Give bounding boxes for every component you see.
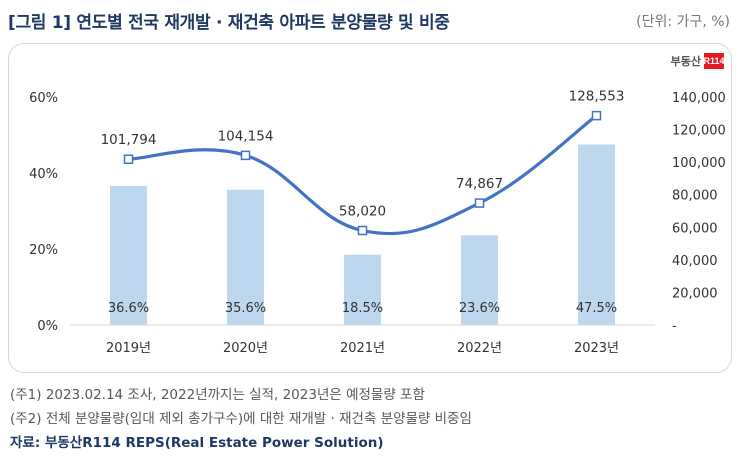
left-axis: 0% 20% 40% 60% [29,91,58,334]
line-marker [591,110,602,121]
logo-text: 부동산 [670,55,701,68]
line-marker [357,225,368,236]
x-tick-label: 2019년 [106,341,151,356]
line-label: 104,154 [218,128,274,144]
right-tick-label: 80,000 [672,189,718,204]
right-tick-label: 100,000 [672,156,726,171]
bar-label: 36.6% [108,301,149,316]
right-tick-label: 20,000 [672,286,718,301]
brand-logo: 부동산 R114 [670,53,725,69]
chart-title: [그림 1] 연도별 전국 재개발 · 재건축 아파트 분양물량 및 비중 [8,13,450,33]
line-label: 58,020 [339,204,386,220]
x-axis: 2019년 2020년 2021년 2022년 2023년 [106,341,619,356]
left-tick-label: 40% [29,167,58,182]
bar [461,235,498,325]
x-tick-label: 2020년 [223,341,268,356]
left-tick-label: 60% [29,91,58,106]
x-tick-label: 2021년 [340,341,385,356]
right-tick-label: 40,000 [672,254,718,269]
line-marker [474,198,485,208]
combo-chart: 0% 20% 40% 60% - 20,000 40,000 60,000 80,000 100… [29,89,726,356]
right-tick-label: 120,000 [672,124,726,139]
bar-label: 47.5% [576,301,617,316]
bar-series [110,144,615,325]
source-line: 자료: 부동산R114 REPS(Real Estate Power Solut… [10,435,384,451]
x-tick-label: 2022년 [457,341,502,356]
bar-label: 35.6% [225,301,266,316]
bar-labels: 36.6% 35.6% 18.5% 23.6% 47.5% [108,301,617,316]
right-tick-label: 140,000 [672,91,726,106]
left-tick-label: 0% [37,319,58,334]
line-markers [123,110,602,236]
footnotes: (주1) 2023.02.14 조사, 2022년까지는 실적, 2023년은 … [10,383,472,455]
bar [227,189,264,325]
bar-label: 18.5% [342,301,383,316]
line-label: 101,794 [101,132,157,148]
x-tick-label: 2023년 [574,341,619,356]
bar [110,185,147,325]
line-marker [240,150,251,161]
right-tick-label: - [672,319,677,334]
logo-badge: R114 [703,53,725,69]
bar [344,254,381,325]
bar [578,144,615,325]
line-label: 128,553 [569,89,625,105]
bar-label: 23.6% [459,301,500,316]
right-tick-label: 60,000 [672,221,718,236]
line-marker [123,154,134,164]
left-tick-label: 20% [29,243,58,258]
line-label: 74,867 [456,176,503,192]
right-axis: - 20,000 40,000 60,000 80,000 100,000 120,000 1… [672,91,726,334]
note-2: (주2) 전체 분양물량(임대 제외 총가구수)에 대한 재개발 · 재건축 분… [10,411,472,427]
unit-label: (단위: 가구, %) [636,14,730,30]
line-labels: 101,794 104,154 58,020 74,867 128,553 [101,89,625,220]
note-1: (주1) 2023.02.14 조사, 2022년까지는 실적, 2023년은 … [10,387,425,403]
